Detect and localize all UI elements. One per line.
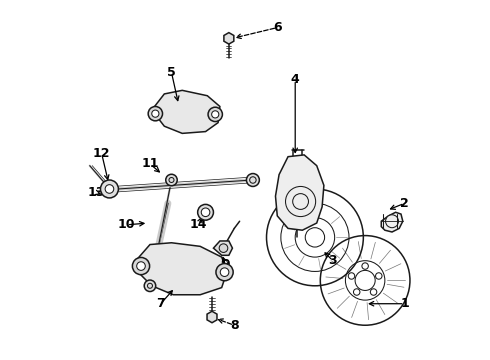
Circle shape [286,186,316,217]
Text: 5: 5 [167,66,176,79]
Circle shape [100,180,119,198]
Text: 6: 6 [273,21,282,34]
Circle shape [166,174,177,186]
Text: 9: 9 [221,258,230,271]
Circle shape [105,185,114,193]
Circle shape [220,268,229,276]
Text: 2: 2 [400,197,409,210]
Text: 7: 7 [156,297,165,310]
Circle shape [208,107,222,122]
Circle shape [216,264,233,281]
Text: 10: 10 [118,218,135,231]
Circle shape [197,204,214,220]
Circle shape [293,194,309,210]
Text: 14: 14 [190,218,207,231]
Text: 1: 1 [400,297,409,310]
Circle shape [386,215,398,228]
Text: 12: 12 [93,147,110,159]
Polygon shape [137,243,227,295]
Polygon shape [224,33,234,44]
Circle shape [148,107,163,121]
Polygon shape [207,311,217,323]
Text: 13: 13 [88,186,105,199]
Circle shape [201,208,210,217]
Text: 11: 11 [141,157,159,170]
Circle shape [219,244,228,252]
Polygon shape [152,90,220,134]
Circle shape [137,262,146,270]
Circle shape [212,111,219,118]
Text: 8: 8 [230,319,239,332]
Circle shape [144,280,156,292]
Polygon shape [214,241,232,255]
Circle shape [246,174,259,186]
Circle shape [132,257,149,275]
Circle shape [152,110,159,117]
Polygon shape [381,212,403,232]
Text: 4: 4 [291,73,299,86]
Polygon shape [275,155,324,230]
Text: 3: 3 [329,254,337,267]
